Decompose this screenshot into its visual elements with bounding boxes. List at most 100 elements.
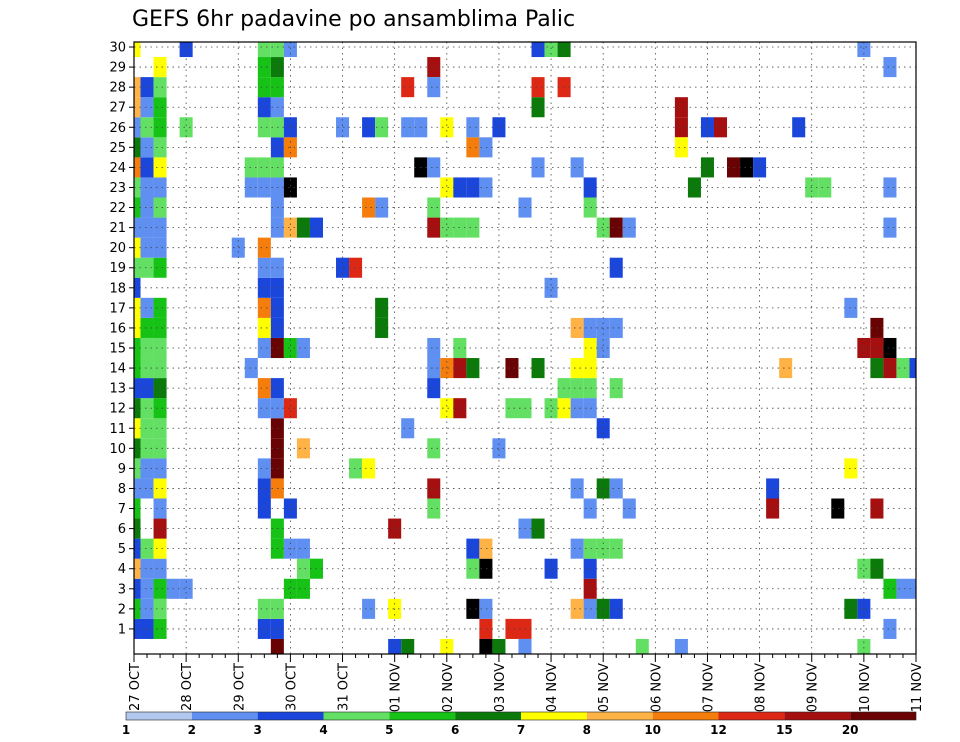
heatmap-cell	[440, 217, 454, 238]
heatmap-cell	[713, 117, 728, 138]
heatmap-cell	[440, 638, 454, 654]
heatmap-cell	[134, 257, 141, 278]
y-axis: 1234567891011121314151617181920212223242…	[109, 41, 134, 637]
heatmap-cell	[479, 598, 493, 619]
colorbar-label: 6	[451, 723, 459, 737]
colorbar-label: 12	[710, 723, 727, 737]
heatmap-cell	[283, 177, 297, 198]
x-tick-label: 08 NOV	[754, 663, 769, 712]
heatmap-cell	[153, 458, 167, 479]
heatmap-cell	[270, 638, 284, 654]
heatmap-cell	[479, 137, 493, 158]
x-tick-label: 05 NOV	[597, 663, 612, 712]
heatmap-cell	[257, 257, 271, 278]
heatmap-cell	[140, 257, 154, 278]
heatmap-cell	[779, 358, 793, 379]
heatmap-cell	[427, 337, 441, 359]
heatmap-cell	[570, 538, 584, 559]
gridlines	[134, 42, 916, 654]
heatmap-cell	[140, 197, 154, 218]
heatmap-cell	[583, 317, 597, 338]
heatmap-cell	[134, 518, 141, 539]
heatmap-cell	[134, 478, 141, 499]
heatmap-cell	[753, 157, 767, 178]
heatmap-cell	[440, 358, 454, 379]
heatmap-cell	[518, 638, 532, 654]
heatmap-cell	[349, 458, 363, 479]
colorbar-swatch	[586, 712, 653, 720]
heatmap-cell	[134, 317, 141, 338]
heatmap-cell	[134, 578, 141, 599]
y-tick-label: 17	[109, 301, 126, 316]
heatmap-cell	[362, 458, 376, 479]
colorbar-swatch	[718, 712, 785, 720]
heatmap-cell	[140, 398, 154, 419]
heatmap-cell	[257, 42, 271, 58]
heatmap-cell	[179, 42, 193, 58]
heatmap-cell	[134, 237, 141, 258]
heatmap-cell	[140, 538, 154, 559]
heatmap-cell	[257, 297, 271, 318]
y-tick-label: 5	[118, 542, 126, 557]
heatmap-cell	[544, 42, 558, 58]
colorbar-label: 2	[188, 723, 196, 737]
colorbar-swatch	[389, 712, 456, 720]
heatmap-cell	[257, 237, 271, 258]
heatmap-cell	[140, 378, 154, 399]
heatmap-cell	[134, 277, 141, 298]
y-tick-label: 25	[109, 141, 126, 156]
heatmap-cell	[283, 117, 297, 138]
heatmap-cell	[427, 77, 441, 98]
heatmap-cell	[466, 117, 480, 138]
heatmap-cell	[140, 438, 154, 459]
y-tick-label: 20	[109, 241, 126, 256]
heatmap-cell	[153, 498, 167, 519]
heatmap-cell	[134, 378, 141, 399]
heatmap-cell	[492, 438, 506, 459]
heatmap-cell	[244, 157, 258, 178]
heatmap-cell	[153, 257, 167, 278]
heatmap-cell	[153, 538, 167, 559]
heatmap-cell	[687, 177, 701, 198]
heatmap-cell	[427, 57, 441, 78]
heatmap-cell	[479, 638, 493, 654]
heatmap-cell	[257, 77, 271, 98]
heatmap-cell	[531, 42, 545, 58]
y-tick-label: 28	[109, 81, 126, 96]
heatmap-cell	[531, 97, 545, 118]
heatmap-cell	[583, 558, 597, 579]
heatmap-cell	[153, 578, 167, 599]
heatmap-cell	[153, 418, 167, 439]
heatmap-cell	[583, 177, 597, 198]
heatmap-cell	[296, 438, 310, 459]
heatmap-cell	[153, 77, 167, 98]
heatmap-cell	[844, 598, 858, 619]
heatmap-cell	[544, 558, 558, 579]
x-axis: 27 OCT 28 OCT 29 OCT 30 OCT 31 OCT 01 NOV 02 N…	[128, 654, 925, 712]
heatmap-cell	[570, 157, 584, 178]
heatmap-cell	[257, 97, 271, 118]
heatmap-cell	[479, 538, 493, 559]
y-tick-label: 14	[109, 362, 126, 377]
heatmap-cell	[140, 77, 154, 98]
x-tick-label: 27 OCT	[128, 663, 143, 711]
x-tick-label: 02 NOV	[441, 663, 456, 712]
heatmap-cell	[570, 317, 584, 338]
x-tick-label: 09 NOV	[806, 663, 821, 712]
heatmap-cell	[134, 598, 141, 619]
heatmap-cell	[792, 117, 806, 138]
heatmap-cell	[153, 438, 167, 459]
heatmap-cell	[583, 337, 597, 359]
heatmap-cell	[283, 42, 297, 58]
colorbar-swatch	[257, 712, 324, 720]
heatmap-cell	[883, 358, 897, 379]
heatmap-cell	[140, 117, 154, 138]
heatmap-cell	[336, 117, 350, 138]
y-tick-label: 23	[109, 181, 126, 196]
heatmap-cell	[140, 337, 154, 359]
heatmap-cell	[492, 117, 506, 138]
x-tick-label: 31 OCT	[337, 663, 352, 711]
heatmap-cell	[134, 97, 141, 118]
heatmap-cell	[134, 177, 141, 198]
heatmap-cell	[134, 438, 141, 459]
